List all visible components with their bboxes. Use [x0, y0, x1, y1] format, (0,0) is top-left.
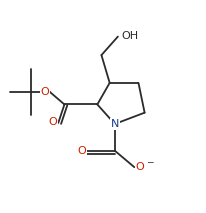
Text: OH: OH — [121, 30, 138, 40]
Text: −: − — [145, 157, 152, 166]
Text: O: O — [40, 87, 49, 97]
Text: O: O — [48, 117, 57, 127]
Text: N: N — [110, 119, 118, 129]
Text: O: O — [77, 146, 86, 156]
Text: O: O — [135, 162, 143, 172]
